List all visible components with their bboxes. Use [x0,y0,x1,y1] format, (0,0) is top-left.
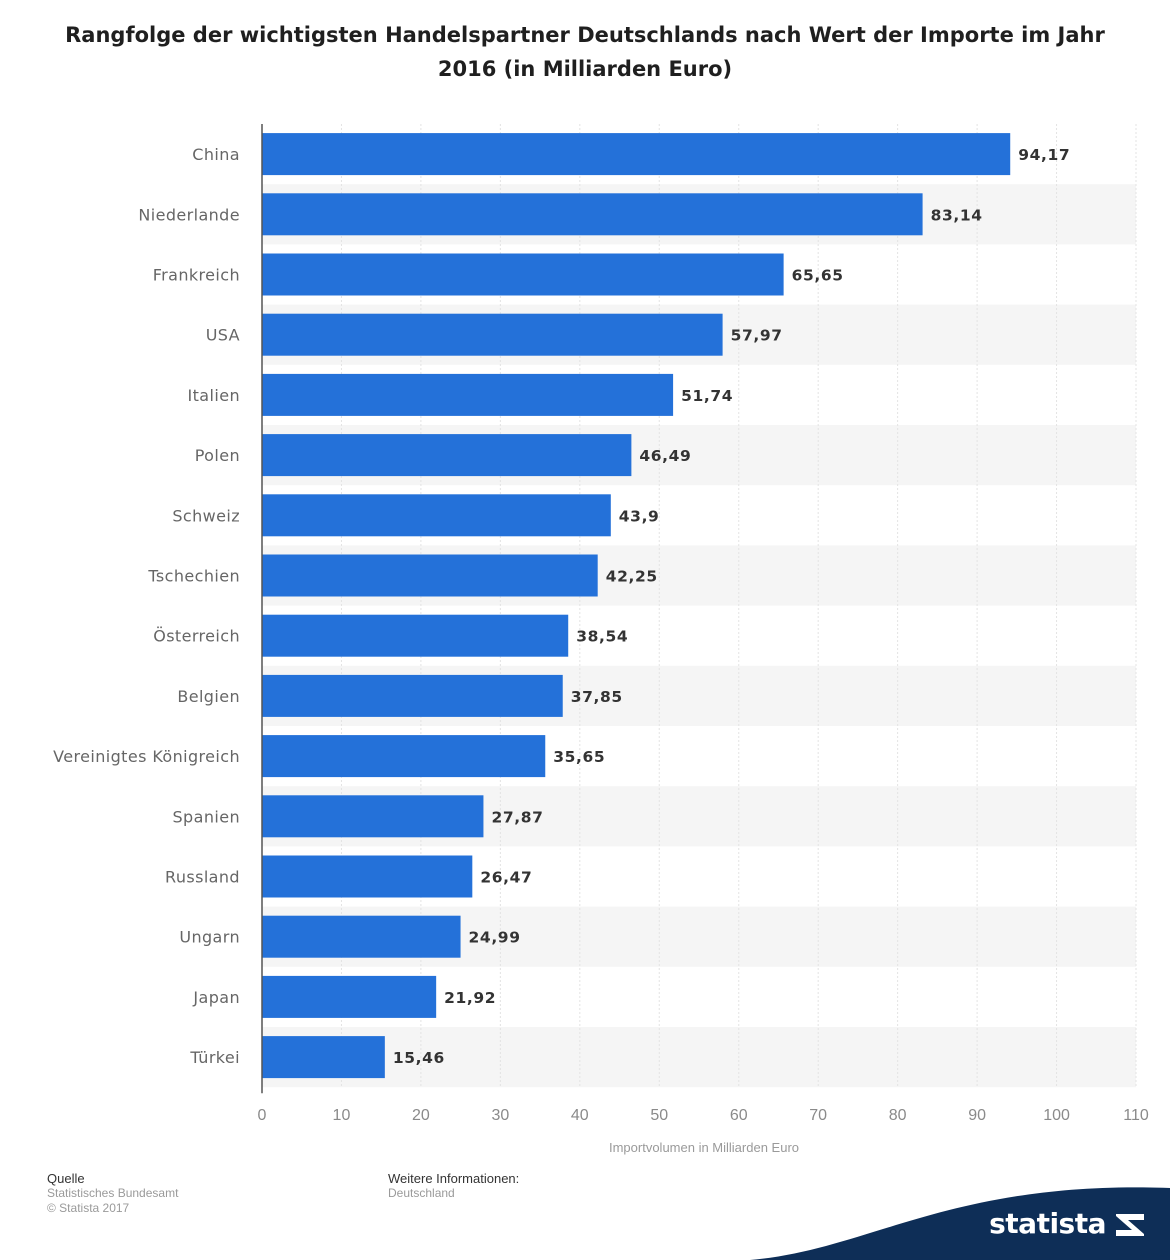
category-label: Schweiz [172,506,240,525]
category-label: Belgien [177,687,240,706]
bar [262,916,461,958]
bar-value-label: 26,47 [480,869,532,887]
category-label: Polen [195,446,240,465]
category-label: China [192,145,240,164]
bar [262,314,723,356]
category-label: Spanien [173,807,241,826]
bar [262,615,568,657]
bar-value-label: 15,46 [393,1049,445,1067]
bar-value-label: 21,92 [444,989,496,1007]
source-heading: Quelle [47,1171,178,1186]
x-axis-ticks: 0 10 20 30 40 50 60 70 80 90 100 110 [258,1107,1149,1124]
bar-value-label: 24,99 [469,929,521,947]
source-block: Quelle Statistisches Bundesamt © Statist… [47,1171,178,1216]
x-tick-label: 10 [333,1107,351,1124]
bar [262,675,563,717]
category-label: Italien [188,386,240,405]
category-labels: China Niederlande Frankreich USA Italien Pole… [53,145,240,1067]
bar [262,555,598,597]
x-tick-label: 80 [889,1107,907,1124]
bar [262,976,436,1018]
bar-value-label: 51,74 [681,387,733,405]
category-label: Frankreich [153,266,240,285]
bar [262,434,631,476]
info-heading: Weitere Informationen: [388,1171,519,1186]
source-line: Statistisches Bundesamt [47,1186,178,1201]
category-label: Russland [165,868,240,887]
bar [262,795,483,837]
x-tick-label: 0 [258,1107,267,1124]
bar-value-label: 57,97 [731,327,783,345]
bar-value-label: 37,85 [571,688,623,706]
bar-value-label: 38,54 [576,628,628,646]
x-tick-label: 70 [809,1107,827,1124]
bar [262,254,784,296]
brand-swoosh [750,1170,1170,1260]
bar [262,133,1010,175]
info-block: Weitere Informationen: Deutschland [388,1171,519,1201]
bar-value-label: 83,14 [931,206,983,224]
category-label: Vereinigtes Königreich [53,747,240,766]
x-tick-label: 40 [571,1107,589,1124]
bar-value-label: 35,65 [553,748,605,766]
bar [262,494,611,536]
category-label: Österreich [153,627,240,646]
x-tick-label: 60 [730,1107,748,1124]
bar [262,374,673,416]
x-axis-label: Importvolumen in Milliarden Euro [609,1140,799,1155]
bar [262,1036,385,1078]
bar [262,735,545,777]
bar-value-label: 46,49 [639,447,691,465]
brand-logo[interactable]: statista [750,1170,1170,1260]
info-line: Deutschland [388,1186,519,1201]
category-label: Türkei [189,1048,240,1067]
brand-name: statista [989,1207,1106,1240]
x-tick-label: 50 [650,1107,668,1124]
bar-value-label: 43,9 [619,507,660,525]
x-tick-label: 110 [1123,1107,1149,1124]
category-label: Niederlande [138,205,240,224]
bar-value-label: 94,17 [1018,146,1070,164]
category-label: USA [206,326,240,345]
source-line: © Statista 2017 [47,1201,178,1216]
bar-value-label: 27,87 [491,808,543,826]
category-label: Ungarn [179,928,240,947]
bar-value-label: 42,25 [606,568,658,586]
x-tick-label: 90 [968,1107,986,1124]
category-label: Tschechien [147,567,240,586]
bar-value-label: 65,65 [792,267,844,285]
bar [262,856,472,898]
x-tick-label: 100 [1043,1107,1070,1124]
x-tick-label: 20 [412,1107,430,1124]
statista-logo-icon [1116,1212,1144,1236]
bar [262,193,923,235]
bar-chart: 94,17 83,14 65,65 57,97 51,74 46,49 43,9 42,25 3… [0,0,1170,1160]
category-label: Japan [192,988,240,1007]
x-tick-label: 30 [491,1107,509,1124]
